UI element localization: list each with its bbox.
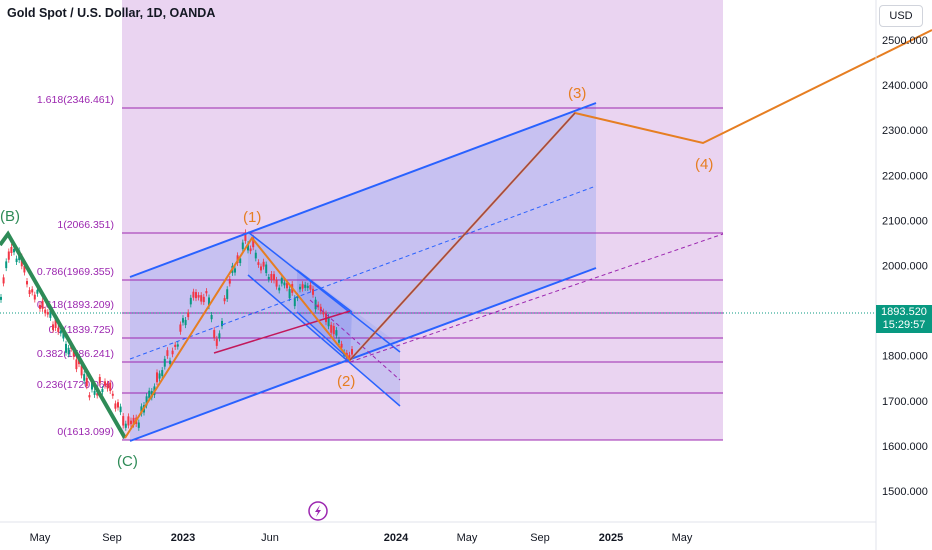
price-tick-label: 1800.000: [882, 351, 928, 363]
time-axis[interactable]: May Sep 2023 Jun 2024 May Sep 2025 May: [30, 532, 693, 544]
purple-dashed-trendline-2[interactable]: [309, 299, 401, 381]
wave-label-3: (3): [568, 85, 586, 102]
wave-inner-line: [349, 112, 576, 361]
last-price-value: 1893.520: [881, 306, 927, 318]
price-tick-label: 2300.000: [882, 125, 928, 137]
price-tick-label: 1500.000: [882, 486, 928, 498]
price-tick-label: 2400.000: [882, 80, 928, 92]
time-tick-label: 2023: [171, 532, 195, 544]
time-tick-label: 2024: [384, 532, 409, 544]
bar-countdown: 15:29:57: [882, 319, 926, 331]
time-tick-label: May: [672, 532, 693, 544]
price-tick-label: 2200.000: [882, 170, 928, 182]
time-tick-label: Sep: [102, 532, 122, 544]
fib-level-label: 0.618(1893.209): [37, 299, 114, 311]
price-tick-label: 2000.000: [882, 261, 928, 273]
price-tick-label: 1700.000: [882, 396, 928, 408]
time-tick-label: May: [30, 532, 51, 544]
wave-label-c: (C): [117, 453, 138, 470]
pink-trendline[interactable]: [213, 310, 351, 354]
time-tick-label: Sep: [530, 532, 550, 544]
last-price-tag: 1893.520 15:29:57: [876, 305, 932, 333]
fib-level-label: 1(2066.351): [57, 219, 114, 231]
wave-label-b: (B): [0, 208, 20, 225]
price-tick-label: 2100.000: [882, 215, 928, 227]
purple-dashed-trendline[interactable]: [349, 233, 724, 363]
price-axis[interactable]: 2500.000 2400.000 2300.000 2200.000 2100.000…: [882, 35, 928, 498]
currency-button[interactable]: USD: [879, 5, 923, 27]
price-tick-label: 1600.000: [882, 441, 928, 453]
fib-level-label: 1.618(2346.461): [37, 94, 114, 106]
wave-label-1: (1): [243, 209, 261, 226]
time-tick-label: 2025: [599, 532, 623, 544]
chart-title: Gold Spot / U.S. Dollar, 1D, OANDA: [7, 6, 216, 20]
fib-level-label: 0(1613.099): [57, 426, 114, 438]
abc-wave-line[interactable]: [0, 230, 127, 439]
wave-label-4: (4): [695, 156, 713, 173]
lightning-icon[interactable]: [308, 501, 328, 521]
time-tick-label: May: [457, 532, 478, 544]
price-tick-label: 2500.000: [882, 35, 928, 47]
parallel-channel[interactable]: [129, 102, 597, 442]
wave-label-2: (2): [337, 373, 355, 390]
candlesticks: [0, 229, 353, 431]
fib-level-label: 0.786(1969.355): [37, 266, 114, 278]
time-tick-label: Jun: [261, 532, 279, 544]
